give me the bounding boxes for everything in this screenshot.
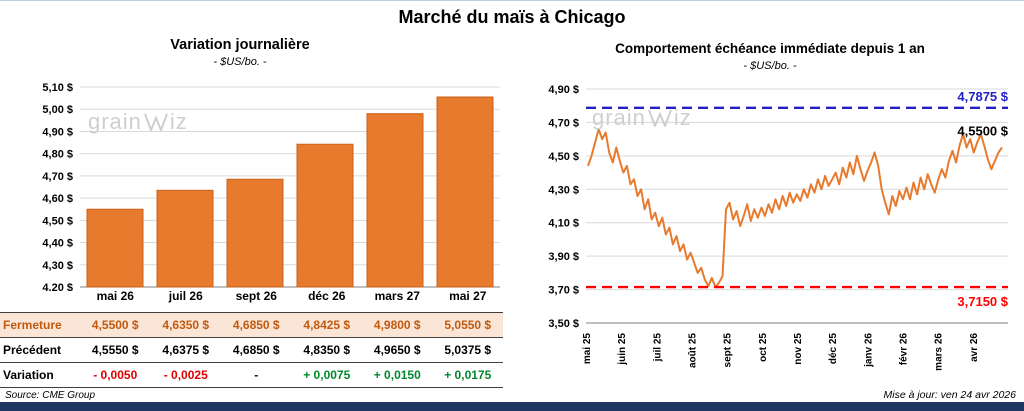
svg-text:août 25: août 25: [688, 333, 699, 368]
variation-value: - 0,0050: [93, 368, 138, 382]
table-corner: [0, 289, 80, 303]
svg-text:mai 25: mai 25: [582, 333, 593, 365]
bar-chart-subtitle: - $US/bo. -: [213, 56, 267, 68]
fermeture-value: 4,8425 $: [303, 318, 351, 332]
svg-text:4,90 $: 4,90 $: [548, 84, 579, 96]
fermeture-value: 4,5500 $: [91, 318, 139, 332]
svg-text:mars 26: mars 26: [934, 333, 945, 371]
svg-text:déc 25: déc 25: [828, 333, 839, 365]
line-chart-title: Comportement échéance immédiate depuis 1…: [615, 41, 925, 56]
variation-value: - 0,0025: [163, 368, 208, 382]
svg-text:4,60 $: 4,60 $: [42, 193, 73, 205]
table-row-fermeture: Fermeture 4,5500 $ 4,6350 $ 4,6850 $ 4,8…: [0, 312, 503, 337]
category-label: sept 26: [235, 289, 277, 303]
page-title: Marché du maïs à Chicago: [398, 7, 626, 27]
fermeture-value: 4,6850 $: [232, 318, 280, 332]
svg-text:4,10 $: 4,10 $: [548, 218, 579, 230]
bar-chart: 4,20 $4,30 $4,40 $4,50 $4,60 $4,70 $4,80…: [0, 71, 515, 294]
category-label: déc 26: [308, 289, 346, 303]
svg-text:sept 25: sept 25: [723, 333, 734, 368]
category-label: mars 27: [374, 289, 420, 303]
row-label: Variation: [3, 368, 54, 382]
line-chart-svg: 3,50 $ 3,70 $ 3,90 $ 4,10 $ 4,30 $ 4,50 $ 4,70…: [548, 84, 1008, 371]
precedent-value: 5,0375 $: [444, 343, 492, 357]
svg-text:janv 26: janv 26: [863, 333, 874, 368]
footer-bar: [0, 402, 1024, 411]
svg-text:4,80 $: 4,80 $: [42, 149, 73, 161]
svg-text:5,00 $: 5,00 $: [42, 104, 73, 116]
category-label: mai 27: [449, 289, 487, 303]
bar-chart-svg: 4,20 $4,30 $4,40 $4,50 $4,60 $4,70 $4,80…: [42, 82, 500, 294]
bar-chart-category-row: mai 26 juil 26 sept 26 déc 26 mars 27 ma…: [0, 289, 503, 303]
precedent-value: 4,6850 $: [232, 343, 280, 357]
row-label: Fermeture: [3, 318, 62, 332]
svg-text:4,70 $: 4,70 $: [548, 117, 579, 129]
precedent-value: 4,5550 $: [91, 343, 139, 357]
svg-text:4,30 $: 4,30 $: [548, 184, 579, 196]
variation-value: -: [254, 368, 259, 382]
row-label: Précédent: [3, 343, 62, 357]
table-row-variation: Variation - 0,0050 - 0,0025 - + 0,0075 +…: [0, 362, 503, 388]
precedent-value: 4,8350 $: [303, 343, 351, 357]
svg-text:nov 25: nov 25: [793, 333, 804, 365]
svg-text:3,70 $: 3,70 $: [548, 285, 579, 297]
svg-text:juil 25: juil 25: [652, 333, 663, 363]
precedent-value: 4,9650 $: [373, 343, 421, 357]
category-label: juil 26: [168, 289, 203, 303]
svg-text:4,90 $: 4,90 $: [42, 126, 73, 138]
svg-text:3,7150 $: 3,7150 $: [957, 294, 1008, 309]
fermeture-value: 5,0550 $: [444, 318, 492, 332]
svg-text:4,40 $: 4,40 $: [42, 238, 73, 250]
table-row-precedent: Précédent 4,5550 $ 4,6375 $ 4,6850 $ 4,8…: [0, 337, 503, 362]
svg-text:3,90 $: 3,90 $: [548, 251, 579, 263]
svg-text:juin 25: juin 25: [617, 333, 628, 366]
fermeture-value: 4,9800 $: [373, 318, 421, 332]
svg-text:4,70 $: 4,70 $: [42, 171, 73, 183]
svg-text:4,50 $: 4,50 $: [42, 215, 73, 227]
variation-value: + 0,0175: [444, 368, 492, 382]
variation-value: + 0,0075: [303, 368, 351, 382]
contracts-table: Fermeture 4,5500 $ 4,6350 $ 4,6850 $ 4,8…: [0, 312, 503, 388]
fermeture-value: 4,6350 $: [162, 318, 210, 332]
svg-text:4,30 $: 4,30 $: [42, 260, 73, 272]
svg-text:avr 26: avr 26: [969, 333, 980, 362]
svg-text:3,50 $: 3,50 $: [548, 318, 579, 330]
svg-text:févr 26: févr 26: [899, 333, 910, 366]
line-chart-subtitle: - $US/bo. -: [743, 60, 797, 72]
svg-text:5,10 $: 5,10 $: [42, 82, 73, 94]
svg-text:4,7875 $: 4,7875 $: [957, 89, 1008, 104]
precedent-value: 4,6375 $: [162, 343, 210, 357]
line-chart: 3,50 $ 3,70 $ 3,90 $ 4,10 $ 4,30 $ 4,50 $ 4,70…: [520, 73, 1020, 383]
update-note: Mise à jour: ven 24 avr 2026: [883, 389, 1017, 401]
bar-chart-title: Variation journalière: [170, 37, 310, 53]
svg-text:4,5500 $: 4,5500 $: [957, 124, 1008, 139]
category-label: mai 26: [96, 289, 134, 303]
variation-value: + 0,0150: [373, 368, 421, 382]
source-note: Source: CME Group: [5, 390, 96, 401]
svg-text:oct 25: oct 25: [758, 333, 769, 362]
svg-text:4,50 $: 4,50 $: [548, 151, 579, 163]
